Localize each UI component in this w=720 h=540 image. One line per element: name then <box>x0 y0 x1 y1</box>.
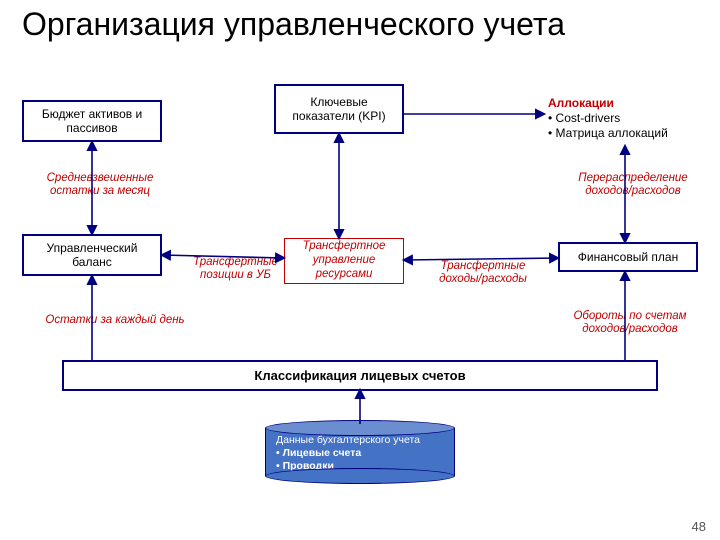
label-avg-balances: Средневзвешенные остатки за месяц <box>30 172 170 198</box>
node-budget-text: Бюджет активов и пассивов <box>28 107 156 136</box>
node-transfer: Трансфертное управление ресурсами <box>284 238 404 284</box>
node-balance-text: Управленческий баланс <box>28 241 156 270</box>
node-finplan-text: Финансовый план <box>578 250 678 264</box>
node-kpi: Ключевые показатели (KPI) <box>274 84 404 134</box>
label-redistribution: Перераспределение доходов/расходов <box>558 172 708 198</box>
label-daily-balances: Остатки за каждый день <box>30 314 200 327</box>
label-transfer-income: Трансфертные доходы/расходы <box>428 260 538 286</box>
slide-number: 48 <box>692 519 706 534</box>
node-kpi-text: Ключевые показатели (KPI) <box>280 95 398 124</box>
cylinder-line-1: • Лицевые счета <box>276 447 446 460</box>
node-balance: Управленческий баланс <box>22 234 162 276</box>
allocations-block: Аллокации • Cost-drivers • Матрица аллок… <box>548 96 668 141</box>
label-turnover: Обороты по счетам доходов/расходов <box>550 310 710 336</box>
cylinder-top <box>265 420 455 436</box>
slide-title: Организация управленческого учета <box>22 6 565 43</box>
node-finplan: Финансовый план <box>558 242 698 272</box>
allocations-title: Аллокации <box>548 96 668 111</box>
node-budget: Бюджет активов и пассивов <box>22 100 162 142</box>
allocations-line-1: • Cost-drivers <box>548 111 668 126</box>
data-cylinder: Данные бухгалтерского учета • Лицевые сч… <box>265 428 455 476</box>
cylinder-bottom <box>265 468 455 484</box>
classifier-box: Классификация лицевых счетов <box>62 360 658 391</box>
node-transfer-text: Трансфертное управление ресурсами <box>289 240 399 281</box>
allocations-line-2: • Матрица аллокаций <box>548 126 668 141</box>
label-transfer-ub: Трансфертные позиции в УБ <box>188 256 283 282</box>
